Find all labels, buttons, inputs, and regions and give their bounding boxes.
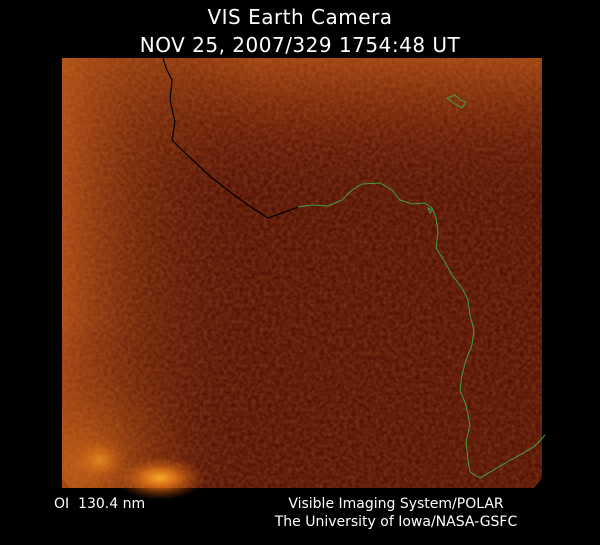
camera-image bbox=[62, 57, 546, 500]
instrument-label: Visible Imaging System/POLAR bbox=[288, 496, 504, 512]
title: VIS Earth Camera bbox=[207, 5, 392, 29]
timestamp: NOV 25, 2007/329 1754:48 UT bbox=[140, 33, 461, 57]
credit-label: The University of Iowa/NASA-GSFC bbox=[274, 514, 518, 530]
filter-label: OI 130.4 nm bbox=[54, 496, 145, 512]
